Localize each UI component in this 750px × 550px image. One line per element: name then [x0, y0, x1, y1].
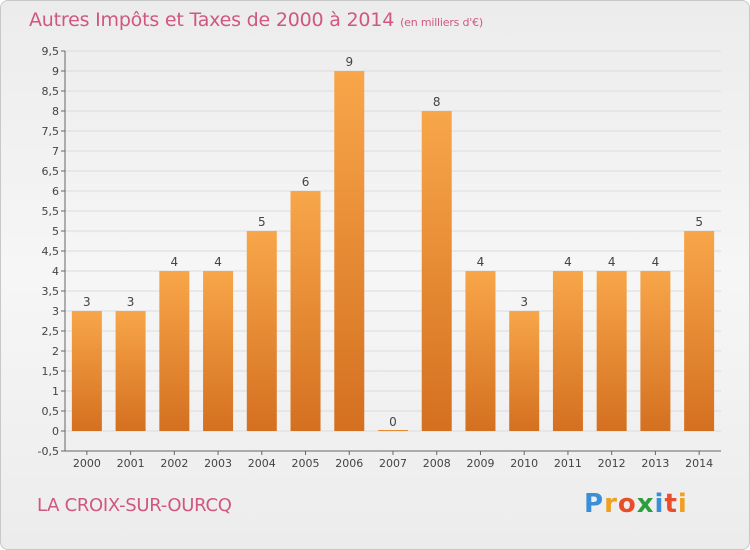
- data-label-2012: 4: [608, 255, 616, 269]
- y-tick-label: 5: [52, 225, 59, 238]
- x-tick-label: 2009: [466, 457, 494, 470]
- data-label-2006: 9: [345, 55, 353, 69]
- y-tick-label: 7: [52, 145, 59, 158]
- y-tick-label: 1: [52, 385, 59, 398]
- x-tick-label: 2010: [510, 457, 538, 470]
- bar-2013: [640, 271, 671, 431]
- y-tick-label: 5,5: [42, 205, 60, 218]
- y-tick-label: 1,5: [42, 365, 60, 378]
- x-tick-label: 2006: [335, 457, 363, 470]
- bar-2001: [115, 311, 146, 431]
- chart-title: Autres Impôts et Taxes de 2000 à 2014 (en…: [29, 9, 483, 31]
- bar-2012: [596, 271, 627, 431]
- data-label-2009: 4: [477, 255, 485, 269]
- data-label-2000: 3: [83, 295, 91, 309]
- data-label-2011: 4: [564, 255, 572, 269]
- x-tick-label: 2001: [117, 457, 145, 470]
- logo-letter: P: [584, 489, 605, 519]
- y-tick-label: 3: [52, 305, 59, 318]
- commune-name: LA CROIX-SUR-OURCQ: [37, 495, 232, 516]
- logo-letter: i: [677, 489, 688, 519]
- data-label-2010: 3: [520, 295, 528, 309]
- x-tick-label: 2002: [160, 457, 188, 470]
- logo-letter: o: [617, 489, 637, 519]
- chart-data-labels: 3 3 4 4 5 6 9 0 8 4 3 4 4 4 5: [83, 55, 703, 429]
- y-tick-label: 9,5: [42, 45, 60, 58]
- logo-letter: i: [654, 489, 665, 519]
- x-tick-label: 2013: [641, 457, 669, 470]
- y-tick-label: 0: [52, 425, 59, 438]
- x-tick-label: 2004: [248, 457, 276, 470]
- chart-title-text: Autres Impôts et Taxes de 2000 à 2014: [29, 9, 395, 31]
- bar-2014: [684, 231, 715, 431]
- data-label-2008: 8: [433, 95, 441, 109]
- bar-2009: [465, 271, 496, 431]
- data-label-2003: 4: [214, 255, 222, 269]
- y-tick-label: 0,5: [42, 405, 60, 418]
- x-tick-label: 2011: [554, 457, 582, 470]
- x-tick-label: 2007: [379, 457, 407, 470]
- y-tick-label: 4,5: [42, 245, 60, 258]
- y-tick-label: 6: [52, 185, 59, 198]
- bar-2006: [334, 71, 365, 431]
- bar-2003: [203, 271, 234, 431]
- proxiti-logo: Proxiti: [584, 489, 688, 519]
- bar-2004: [246, 231, 277, 431]
- logo-letter: r: [604, 489, 618, 519]
- y-tick-label: 8: [52, 105, 59, 118]
- y-tick-label: 6,5: [42, 165, 60, 178]
- x-tick-label: 2005: [292, 457, 320, 470]
- x-tick-label: 2003: [204, 457, 232, 470]
- bar-2005: [290, 191, 321, 431]
- y-tick-label: 4: [52, 265, 59, 278]
- data-label-2014: 5: [695, 215, 703, 229]
- logo-letter: x: [636, 489, 655, 519]
- y-tick-label: 3,5: [42, 285, 60, 298]
- bar-2007: [378, 430, 408, 431]
- y-tick-label: 2,5: [42, 325, 60, 338]
- x-tick-label: 2012: [598, 457, 626, 470]
- bar-2000: [71, 311, 102, 431]
- data-label-2001: 3: [127, 295, 135, 309]
- data-label-2002: 4: [171, 255, 179, 269]
- data-label-2013: 4: [652, 255, 660, 269]
- chart-subtitle: (en milliers d'€): [400, 16, 483, 29]
- y-tick-label: 2: [52, 345, 59, 358]
- data-label-2005: 6: [302, 175, 310, 189]
- bar-2002: [159, 271, 190, 431]
- chart-bars: [71, 71, 715, 431]
- logo-letter: t: [664, 489, 678, 519]
- data-label-2007: 0: [389, 415, 397, 429]
- bar-2010: [509, 311, 540, 431]
- y-tick-label: -0,5: [38, 445, 59, 458]
- x-tick-label: 2000: [73, 457, 101, 470]
- y-tick-label: 8,5: [42, 85, 60, 98]
- bar-2008: [421, 111, 452, 431]
- y-axis-ticks: -0,5 0 0,5 1 1,5 2 2,5 3 3,5 4 4,5 5 5,5 6 6,5 7 7,5 8 8,5…: [38, 45, 65, 458]
- data-label-2004: 5: [258, 215, 266, 229]
- y-tick-label: 9: [52, 65, 59, 78]
- bar-2011: [552, 271, 583, 431]
- x-axis-ticks: 2000 2001 2002 2003 2004 2005 2006 2007 2008 2009…: [73, 451, 713, 470]
- x-tick-label: 2014: [685, 457, 713, 470]
- y-tick-label: 7,5: [42, 125, 60, 138]
- x-tick-label: 2008: [423, 457, 451, 470]
